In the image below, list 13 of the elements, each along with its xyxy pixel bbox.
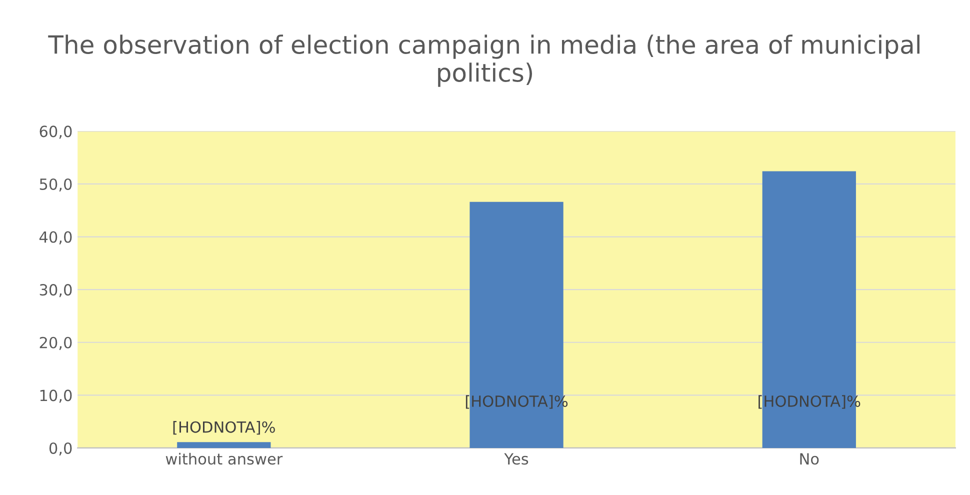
x-tick-label: without answer: [166, 452, 283, 465]
y-tick-label: 30,0: [40, 284, 72, 298]
data-label: [HODNOTA]%: [173, 421, 275, 435]
x-tick-label: Yes: [504, 453, 528, 465]
chart-title: The observation of election campaign in media (the area of municipal politics): [48, 34, 920, 87]
y-tick-label: 20,0: [40, 336, 72, 350]
bar: [177, 442, 271, 448]
x-tick-label: No: [800, 453, 819, 465]
y-tick-label: 0,0: [49, 442, 72, 456]
y-tick-label: 60,0: [40, 126, 72, 139]
y-tick-label: 50,0: [40, 178, 72, 192]
y-tick-label: 10,0: [40, 390, 72, 403]
y-tick-label: 40,0: [39, 231, 72, 244]
